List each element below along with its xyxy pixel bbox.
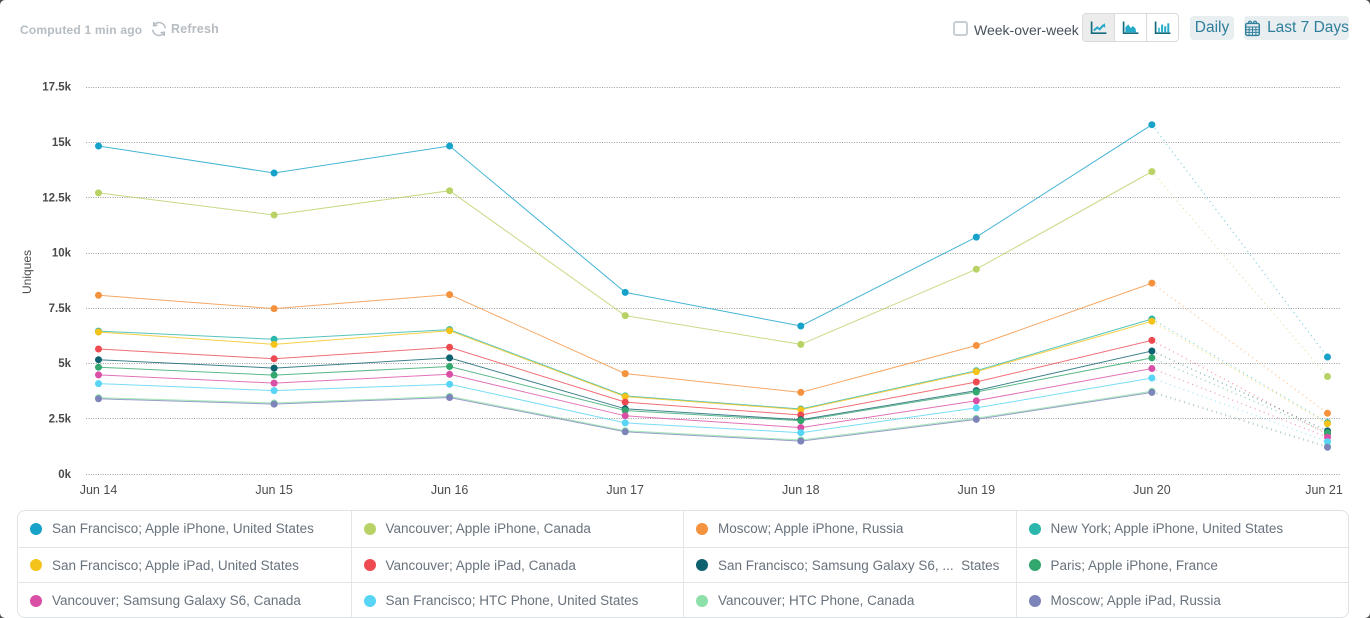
svg-text:Jun 21: Jun 21: [1305, 483, 1343, 497]
svg-text:5k: 5k: [58, 358, 71, 370]
svg-text:Jun 17: Jun 17: [606, 483, 644, 497]
svg-text:10k: 10k: [52, 248, 72, 260]
svg-text:Jun 20: Jun 20: [1133, 483, 1171, 497]
svg-text:Jun 15: Jun 15: [255, 483, 293, 497]
svg-text:7.5k: 7.5k: [49, 303, 72, 315]
svg-text:Jun 14: Jun 14: [80, 483, 118, 497]
svg-text:Jun 19: Jun 19: [958, 483, 996, 497]
svg-text:17.5k: 17.5k: [42, 82, 71, 94]
svg-text:2.5k: 2.5k: [49, 414, 72, 426]
svg-text:0k: 0k: [58, 469, 71, 481]
svg-text:Jun 18: Jun 18: [782, 483, 820, 497]
svg-text:Uniques: Uniques: [20, 250, 34, 294]
svg-text:15k: 15k: [52, 137, 72, 149]
svg-text:Jun 16: Jun 16: [431, 483, 469, 497]
svg-text:12.5k: 12.5k: [42, 192, 71, 204]
